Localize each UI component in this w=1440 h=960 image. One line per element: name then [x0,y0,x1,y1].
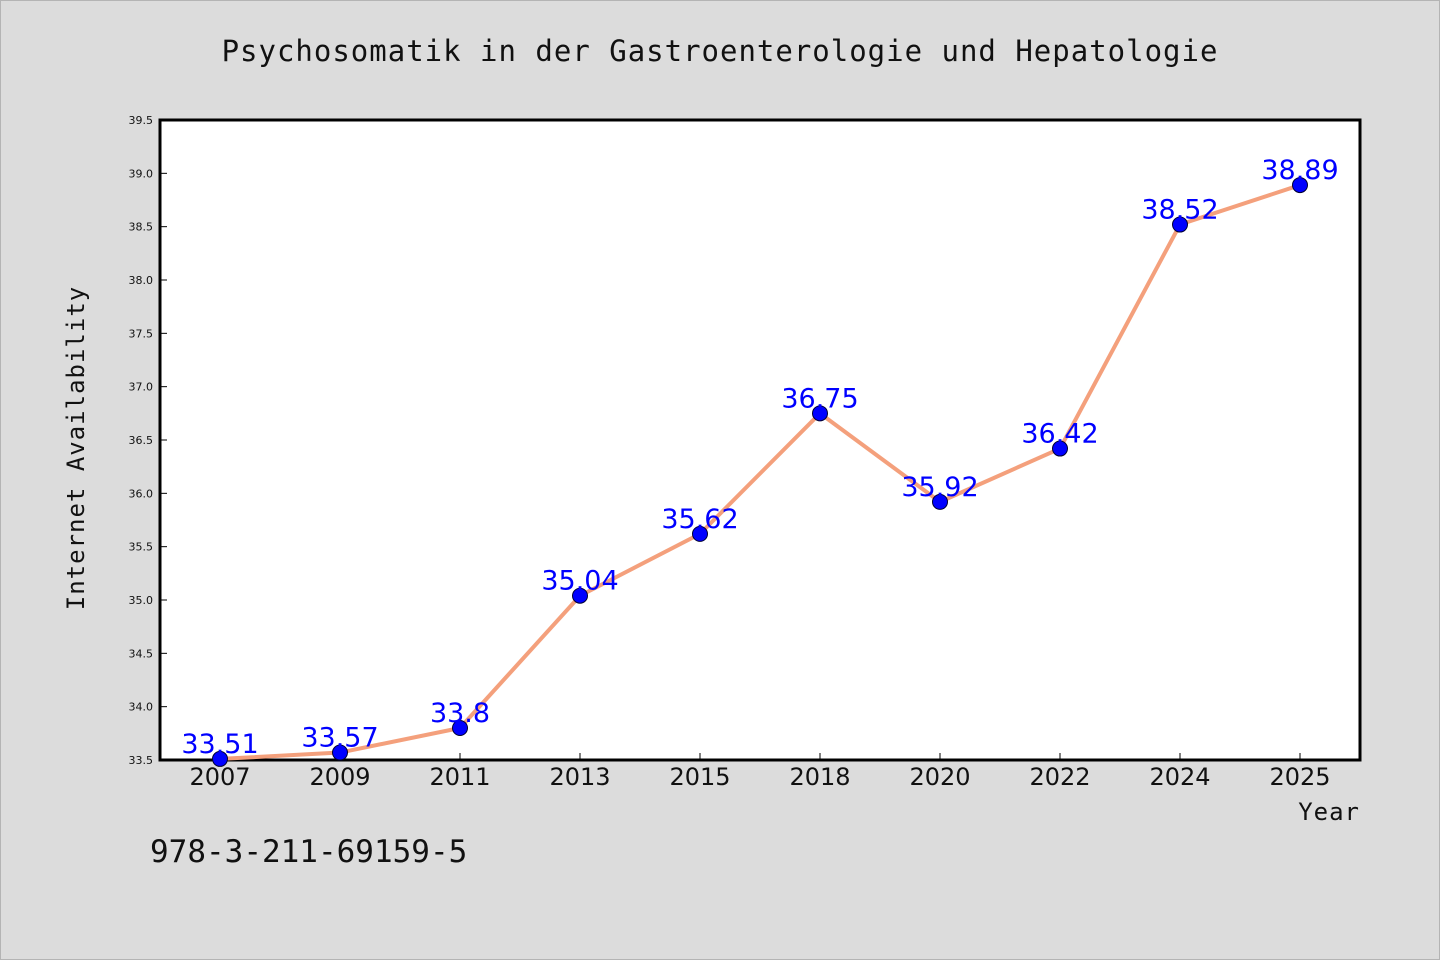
y-tick-label: 35.0 [129,594,154,607]
y-tick-label: 37.5 [129,327,154,340]
y-tick-label: 36.0 [129,487,154,500]
y-tick-label: 34.5 [129,647,154,660]
data-label: 33.8 [430,698,490,729]
x-tick-label: 2020 [909,763,970,791]
y-tick-label: 39.5 [129,114,154,127]
data-label: 36.42 [1021,419,1098,450]
x-tick-label: 2018 [789,763,850,791]
data-label: 33.57 [301,723,378,754]
y-tick-label: 37.0 [129,381,154,394]
x-tick-label: 2011 [429,763,490,791]
series-line [219,183,1301,761]
x-tick-label: 2013 [549,763,610,791]
y-tick-label: 39.0 [129,167,154,180]
y-tick-label: 35.5 [129,541,154,554]
y-tick-label: 38.5 [129,221,154,234]
y-tick-label: 33.5 [129,754,154,767]
data-labels: 33.51 33.57 33.8 35.04 35.62 36.75 35.92 36.42 3… [181,155,1338,760]
data-point [212,750,228,767]
data-label: 33.51 [181,729,258,760]
x-tick-label: 2022 [1029,763,1090,791]
data-label: 36.75 [781,383,858,414]
data-label: 38.52 [1141,195,1218,226]
data-point [1292,177,1308,194]
data-point [452,720,468,736]
data-label: 35.04 [541,566,618,597]
data-point [812,405,828,422]
x-axis-ticks: 2007 2009 2011 2013 2015 2018 2020 2022 2024 2025 [189,753,1331,791]
plot-area [158,118,1362,762]
x-tick-label: 2024 [1149,763,1210,791]
data-label: 35.62 [661,504,738,535]
y-tick-label: 34.0 [129,701,154,714]
x-axis-title: Year [1298,798,1360,826]
y-axis-ticks: 33.5 34.0 34.5 35.0 35.5 36.0 36.5 37.0 37.5 38.0… [129,114,167,767]
data-point [1172,216,1188,233]
data-point [1052,440,1068,457]
y-tick-label: 36.5 [129,434,154,447]
x-tick-label: 2025 [1269,763,1330,791]
y-tick-label: 38.0 [129,274,154,287]
x-tick-label: 2009 [309,763,370,791]
data-point [572,587,588,604]
data-point [932,493,948,510]
data-point [692,525,708,542]
x-tick-label: 2015 [669,763,730,791]
y-axis-title: Internet Availability [62,286,90,610]
data-point [332,744,348,761]
series-group [212,177,1308,767]
chart-title: Psychosomatik in der Gastroenterologie u… [221,34,1219,68]
x-tick-label: 2007 [189,763,250,791]
data-label: 35.92 [901,472,978,503]
footer-text: 978-3-211-69159-5 [150,834,468,870]
data-label: 38.89 [1261,155,1338,186]
